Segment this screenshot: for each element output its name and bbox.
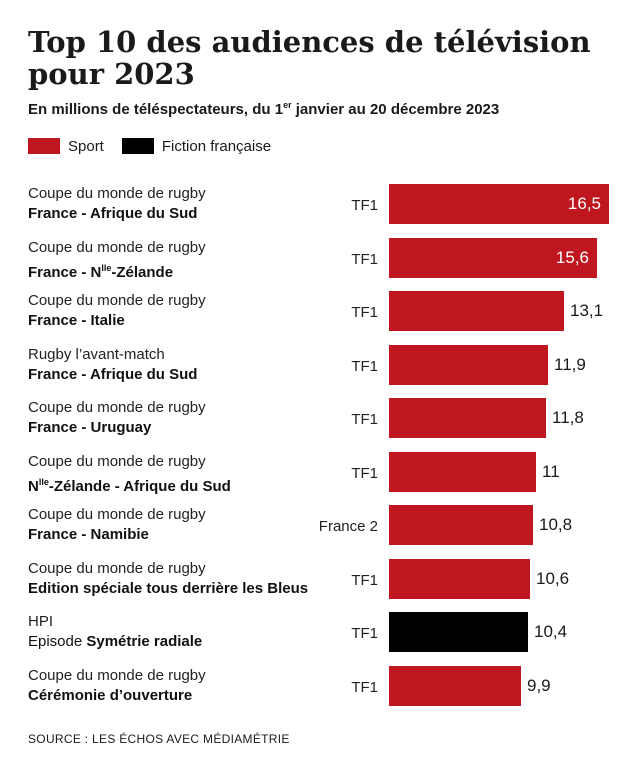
bar-row: Coupe du monde de rugby France - Uruguay T… (0, 398, 640, 452)
program-title: Coupe du monde de rugby (28, 560, 206, 577)
program-detail: France - Afrique du Sud (28, 204, 197, 224)
program-detail-sup: lle (38, 477, 49, 487)
channel-label: France 2 (318, 518, 378, 535)
bar (389, 291, 564, 331)
program-title: Coupe du monde de rugby (28, 667, 206, 684)
bar-row: HPI Episode Symétrie radiale TF1 10,4 (0, 612, 640, 666)
value-label: 16,5 (567, 194, 601, 213)
channel-label: TF1 (351, 251, 378, 268)
program-detail: France - Afrique du Sud (28, 365, 197, 385)
program-detail-bold: France - Nlle-Zélande (28, 263, 174, 281)
legend: Sport Fiction française (28, 136, 289, 156)
bar-row: Coupe du monde de rugby Edition spéciale … (0, 559, 640, 613)
bar-row: Coupe du monde de rugby France - Afrique … (0, 184, 640, 238)
channel-label: TF1 (351, 358, 378, 375)
program-detail-bold: Nlle-Zélande - Afrique du Sud (28, 477, 231, 495)
channel-label: TF1 (351, 572, 378, 589)
bar (389, 666, 521, 706)
program-title: Coupe du monde de rugby (28, 399, 206, 416)
value-label: 9,9 (527, 676, 551, 695)
program-detail: Cérémonie d’ouverture (28, 686, 192, 706)
program-detail: Nlle-Zélande - Afrique du Sud (28, 472, 231, 497)
value-label: 10,6 (536, 569, 570, 588)
bar (389, 559, 530, 599)
source-note: SOURCE : LES ÉCHOS AVEC MÉDIAMÉTRIE (28, 732, 290, 746)
program-detail-rest: -Zélande (111, 264, 174, 281)
bar (389, 238, 597, 278)
legend-swatch-fiction (121, 138, 154, 154)
bar-row: Coupe du monde de rugby France - Nlle-Zél… (0, 238, 640, 292)
program-detail-bold: France - Afrique du Sud (28, 366, 198, 383)
program-detail-bold: France - Afrique du Sud (28, 205, 198, 222)
program-detail-prefix: Episode (28, 633, 87, 650)
legend-label-fiction: Fiction française (161, 137, 272, 155)
program-detail-bold: France - Uruguay (28, 419, 152, 436)
program-title: HPI (28, 613, 54, 630)
program-detail: France - Nlle-Zélande (28, 258, 173, 283)
bar (389, 452, 536, 492)
bar (389, 398, 546, 438)
legend-item-fiction: Fiction française (121, 137, 272, 155)
channel-label: TF1 (351, 411, 378, 428)
legend-item-sport: Sport (28, 138, 104, 155)
channel-label: TF1 (351, 304, 378, 321)
program-title: Coupe du monde de rugby (28, 292, 206, 309)
program-title: Rugby l’avant-match (28, 346, 165, 363)
program-detail-bold: France - Namibie (28, 526, 149, 543)
subtitle-text: En millions de téléspectateurs, du 1 (28, 101, 284, 118)
channel-label: TF1 (351, 197, 378, 214)
bar-row: Coupe du monde de rugby France - Namibie F… (0, 505, 640, 559)
chart-title: Top 10 des audiences de télévision pour … (28, 25, 591, 91)
program-detail: France - Italie (28, 311, 125, 331)
legend-label-sport: Sport (68, 137, 104, 155)
value-label: 13,1 (570, 301, 604, 320)
bar-row: Rugby l’avant-match France - Afrique du S… (0, 345, 640, 399)
channel-label: TF1 (351, 679, 378, 696)
value-label: 10,8 (539, 515, 573, 534)
bar-row: Coupe du monde de rugby France - Italie TF… (0, 291, 640, 345)
program-detail-bold: Edition spéciale tous derrière les Bleus (28, 580, 309, 597)
program-detail: France - Namibie (28, 525, 149, 545)
program-detail-rest: -Zélande - Afrique du Sud (48, 478, 231, 495)
program-detail: Edition spéciale tous derrière les Bleus (28, 579, 308, 599)
bar (389, 612, 528, 652)
program-detail-bold: Cérémonie d’ouverture (28, 687, 193, 704)
program-detail-bold: France - Italie (28, 312, 125, 329)
program-detail-sup: lle (101, 263, 112, 273)
value-label: 11,8 (552, 408, 584, 427)
program-title: Coupe du monde de rugby (28, 185, 206, 202)
program-detail: France - Uruguay (28, 418, 151, 438)
bar-row: Coupe du monde de rugby Cérémonie d’ouver… (0, 666, 640, 720)
program-title: Coupe du monde de rugby (28, 506, 206, 523)
bar (389, 345, 548, 385)
value-label: 11 (542, 462, 560, 481)
bar (389, 505, 533, 545)
bar (389, 184, 609, 224)
channel-label: TF1 (351, 625, 378, 642)
chart-subtitle: En millions de téléspectateurs, du 1er j… (28, 100, 499, 118)
program-detail-bold: Symétrie radiale (86, 633, 203, 650)
subtitle-superscript: er (283, 100, 292, 110)
program-detail: Episode Symétrie radiale (28, 632, 202, 652)
bar-row: Coupe du monde de rugby Nlle-Zélande - Af… (0, 452, 640, 506)
program-title: Coupe du monde de rugby (28, 453, 206, 470)
subtitle-text-end: janvier au 20 décembre 2023 (291, 101, 500, 118)
channel-label: TF1 (351, 465, 378, 482)
value-label: 15,6 (555, 248, 589, 267)
legend-swatch-sport (28, 138, 60, 154)
value-label: 11,9 (554, 355, 586, 374)
value-label: 10,4 (534, 622, 568, 641)
program-title: Coupe du monde de rugby (28, 239, 206, 256)
